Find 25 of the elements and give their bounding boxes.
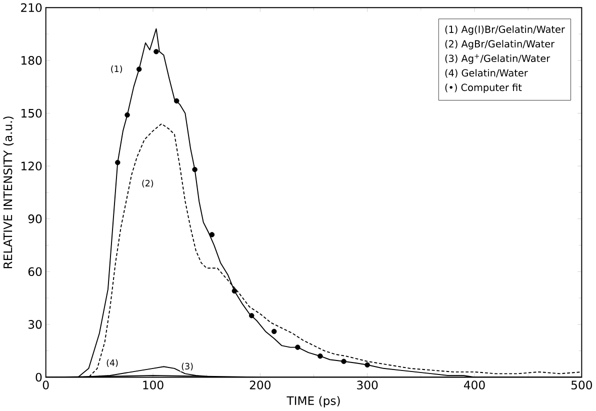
y-tick-label: 150 <box>22 109 42 118</box>
y-axis-title: RELATIVE INTENSITY (a.u.) <box>3 116 14 268</box>
annotation: (•) Computer fit <box>445 84 522 94</box>
x-tick-label: 500 <box>571 380 592 390</box>
annotation: (3) Ag$^{+}$/Gelatin/Water <box>445 54 550 64</box>
annotation: (2) AgBr/Gelatin/Water <box>445 40 555 50</box>
y-tick-label: 0 <box>36 373 42 382</box>
y-tick-label: 60 <box>28 267 42 276</box>
x-tick-label: 200 <box>250 380 270 390</box>
x-tick-label: 300 <box>357 380 378 390</box>
x-tick-label: 100 <box>143 380 164 390</box>
annotation: (1) <box>111 66 122 74</box>
x-tick-label: 400 <box>464 380 485 390</box>
annotation: (1) Ag(I)Br/Gelatin/Water <box>445 26 565 36</box>
annotation: (4) Gelatin/Water <box>445 69 528 78</box>
annotation: (2) <box>142 180 154 188</box>
annotation: (4) <box>106 359 118 368</box>
y-tick-label: 30 <box>28 320 42 330</box>
y-tick-label: 120 <box>22 162 42 171</box>
x-axis-title: TIME (ps) <box>286 396 340 408</box>
y-tick-label: 210 <box>21 3 42 12</box>
annotation: (3) <box>182 362 193 371</box>
y-tick-label: 180 <box>22 56 42 66</box>
x-tick-label: 0 <box>42 380 49 390</box>
y-tick-label: 90 <box>28 214 42 224</box>
